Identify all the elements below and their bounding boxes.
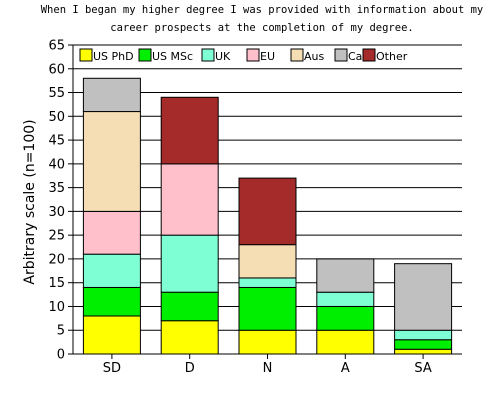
bar-stacks [82,77,453,355]
x-category-label: N [263,361,273,376]
bar-segment-uk [394,329,453,341]
y-tick-label: 35 [48,181,65,196]
bar-segment-us-phd [82,315,141,355]
y-axis-label: Arbitrary scale (n=100) [22,119,38,284]
bar-segment-us-msc [394,339,453,350]
y-tick-label: 0 [57,348,65,363]
bar-stack-sd [82,77,141,355]
bar-segment-aus [82,111,141,212]
x-category-label: SD [103,361,121,376]
legend-label: Ca [348,50,362,63]
bar-segment-us-msc [82,286,141,317]
bar-segment-ca [82,77,141,113]
legend-label: Other [376,50,408,63]
y-tick-label: 20 [48,252,65,267]
bar-segment-uk [238,277,297,288]
legend-swatch [290,48,304,62]
bar-segment-us-phd [160,320,219,355]
legend-swatch [201,48,215,62]
legend-swatch [334,48,348,62]
legend-label: EU [260,50,275,63]
legend-label: UK [215,50,231,63]
bar-segment-uk [160,234,219,293]
bar-segment-eu [82,210,141,255]
bar-stack-a [316,258,375,355]
y-tick-label: 30 [48,205,65,220]
legend-label: US MSc [152,50,193,63]
bar-segment-us-msc [238,286,297,331]
bar-stack-d [160,96,219,355]
y-tick-label: 40 [48,157,65,172]
legend-swatch [246,48,260,62]
legend-swatch [362,48,376,62]
y-axis-ticks: 0 5 10 15 20 25 30 35 40 45 50 55 60 65 [48,39,73,363]
x-category-label: D [185,361,195,376]
bar-stack-sa [394,263,453,355]
chart-title-line-2: career prospects at the completion of my… [110,22,413,34]
bar-segment-aus [238,244,297,279]
bar-segment-eu [160,163,219,236]
x-axis-labels: SD D N A SA [103,354,432,376]
y-tick-label: 55 [48,86,65,101]
y-tick-label: 15 [48,276,65,291]
y-tick-label: 10 [48,300,65,315]
y-tick-label: 25 [48,229,65,244]
x-category-label: SA [414,361,431,376]
legend-label: US PhD [93,50,134,63]
y-tick-label: 60 [48,62,65,77]
bar-segment-us-phd [238,329,297,355]
y-tick-label: 65 [48,39,65,54]
legend-swatch [79,48,93,62]
legend-swatch [138,48,152,62]
chart-title-line-1: When I began my higher degree I was prov… [41,4,484,16]
y-tick-label: 5 [57,324,65,339]
bar-segment-other [238,177,297,246]
bar-stack-n [238,177,297,355]
legend-label: Aus [304,50,324,63]
bar-segment-ca [316,258,375,293]
legend: US PhD US MSc UK EU Aus Ca Other [79,48,408,63]
bar-segment-us-msc [160,291,219,322]
bar-segment-other [160,96,219,165]
bar-segment-us-phd [394,348,453,355]
bar-segment-uk [316,291,375,307]
bar-segment-us-msc [316,305,375,331]
y-tick-label: 50 [48,110,65,125]
x-category-label: A [341,361,350,376]
y-tick-label: 45 [48,134,65,149]
bar-segment-ca [394,263,453,331]
bar-segment-uk [82,253,141,288]
bar-segment-us-phd [316,329,375,355]
